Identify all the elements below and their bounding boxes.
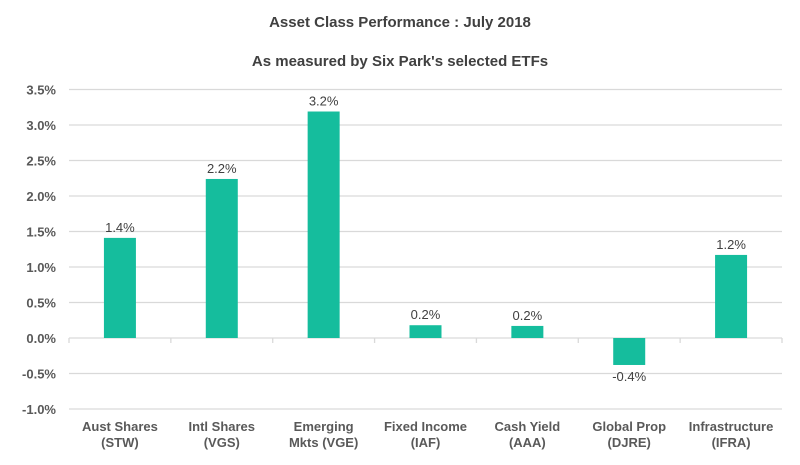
bar xyxy=(511,325,544,338)
y-tick-label: 2.0% xyxy=(26,189,56,204)
data-label: 2.2% xyxy=(207,161,237,176)
data-label: 1.4% xyxy=(105,220,135,235)
x-category-label: Infrastructure xyxy=(689,419,774,434)
x-category-label: (IFRA) xyxy=(712,435,751,450)
x-category-label: Cash Yield xyxy=(494,419,560,434)
y-tick-label: 3.0% xyxy=(26,118,56,133)
x-category-label: (DJRE) xyxy=(608,435,651,450)
x-category-label: Fixed Income xyxy=(384,419,467,434)
x-category-label: (STW) xyxy=(101,435,139,450)
bar xyxy=(613,338,646,365)
bar xyxy=(409,325,442,338)
y-tick-label: 0.5% xyxy=(26,296,56,311)
x-category-label: (IAF) xyxy=(411,435,441,450)
y-tick-label: -1.0% xyxy=(22,402,56,417)
x-category-label: Mkts (VGE) xyxy=(289,435,358,450)
y-tick-label: 1.0% xyxy=(26,260,56,275)
y-tick-label: 2.5% xyxy=(26,154,56,169)
data-label: 1.2% xyxy=(716,237,746,252)
bar xyxy=(715,254,748,338)
data-label: 0.2% xyxy=(411,307,441,322)
y-tick-label: -0.5% xyxy=(22,367,56,382)
chart-title: Asset Class Performance : July 2018 xyxy=(269,14,531,31)
data-label: -0.4% xyxy=(612,369,646,384)
x-category-label: (AAA) xyxy=(509,435,546,450)
bar xyxy=(307,111,340,338)
x-category-label: Aust Shares xyxy=(82,419,158,434)
bar xyxy=(205,178,238,338)
x-category-label: (VGS) xyxy=(204,435,240,450)
data-label: 3.2% xyxy=(309,94,339,109)
bar xyxy=(103,237,136,338)
x-category-label: Intl Shares xyxy=(189,419,255,434)
y-tick-label: 0.0% xyxy=(26,331,56,346)
y-tick-label: 3.5% xyxy=(26,83,56,98)
data-label: 0.2% xyxy=(513,308,543,323)
x-category-label: Emerging xyxy=(294,419,354,434)
y-tick-label: 1.5% xyxy=(26,225,56,240)
x-category-label: Global Prop xyxy=(592,419,666,434)
chart-subtitle: As measured by Six Park's selected ETFs xyxy=(252,53,548,70)
